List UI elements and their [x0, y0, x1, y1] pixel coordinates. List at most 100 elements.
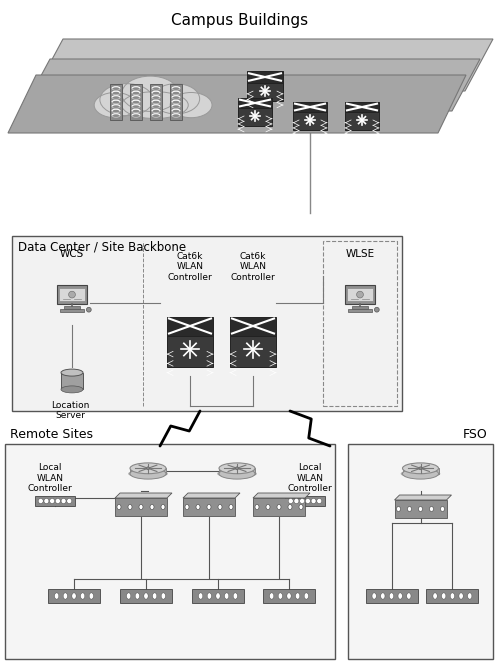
Bar: [60, 309, 84, 312]
Ellipse shape: [89, 593, 94, 599]
Polygon shape: [253, 493, 310, 498]
Ellipse shape: [130, 468, 166, 479]
Text: Data Center / Site Backbone: Data Center / Site Backbone: [18, 240, 186, 253]
Ellipse shape: [135, 593, 140, 599]
Polygon shape: [130, 468, 166, 474]
Circle shape: [56, 499, 60, 503]
Bar: [348, 309, 372, 312]
Ellipse shape: [442, 593, 446, 599]
Ellipse shape: [408, 507, 412, 511]
Circle shape: [374, 307, 379, 312]
Ellipse shape: [139, 505, 143, 509]
Ellipse shape: [296, 593, 300, 599]
Ellipse shape: [219, 463, 255, 474]
Bar: [130, 84, 142, 120]
Circle shape: [356, 291, 364, 298]
Ellipse shape: [126, 593, 131, 599]
Text: Local
WLAN
Controller: Local WLAN Controller: [28, 463, 72, 493]
Bar: [344, 285, 376, 304]
Bar: [167, 336, 213, 366]
Circle shape: [252, 348, 254, 350]
Ellipse shape: [61, 386, 83, 393]
Text: Remote Sites: Remote Sites: [10, 428, 93, 441]
Ellipse shape: [217, 469, 257, 478]
Ellipse shape: [161, 593, 166, 599]
Circle shape: [254, 115, 256, 117]
Circle shape: [146, 467, 150, 470]
Bar: [150, 84, 162, 120]
Circle shape: [67, 499, 72, 503]
Bar: [285, 496, 325, 506]
Bar: [61, 372, 83, 389]
Bar: [348, 444, 493, 659]
Bar: [293, 112, 327, 130]
Ellipse shape: [233, 593, 237, 599]
Bar: [352, 306, 368, 309]
Ellipse shape: [270, 593, 274, 599]
Circle shape: [236, 467, 238, 470]
Ellipse shape: [287, 593, 291, 599]
Ellipse shape: [128, 469, 168, 478]
Ellipse shape: [185, 505, 189, 509]
Ellipse shape: [433, 593, 437, 599]
Ellipse shape: [170, 93, 212, 117]
Text: Location
Server: Location Server: [51, 401, 89, 421]
Bar: [110, 84, 122, 120]
Bar: [120, 589, 172, 603]
Bar: [230, 317, 276, 336]
Bar: [247, 71, 283, 83]
Ellipse shape: [450, 593, 454, 599]
Ellipse shape: [161, 505, 165, 509]
Ellipse shape: [152, 593, 157, 599]
Ellipse shape: [219, 468, 255, 479]
Ellipse shape: [304, 593, 308, 599]
Text: FSO: FSO: [463, 428, 488, 441]
Ellipse shape: [459, 593, 463, 599]
Ellipse shape: [100, 84, 153, 115]
Ellipse shape: [207, 505, 211, 509]
Circle shape: [311, 499, 316, 503]
Bar: [293, 102, 327, 112]
Bar: [230, 336, 276, 366]
Bar: [48, 589, 100, 603]
Text: WCS: WCS: [60, 249, 84, 259]
Text: Cat6k
WLAN
Controller: Cat6k WLAN Controller: [230, 252, 276, 282]
Ellipse shape: [117, 505, 121, 509]
Bar: [366, 589, 418, 603]
Circle shape: [86, 307, 91, 312]
Circle shape: [68, 291, 75, 298]
Polygon shape: [402, 468, 438, 474]
Ellipse shape: [63, 593, 68, 599]
Circle shape: [419, 467, 422, 470]
Bar: [345, 102, 379, 112]
Ellipse shape: [372, 593, 376, 599]
Ellipse shape: [229, 505, 233, 509]
Text: Cat6k
WLAN
Controller: Cat6k WLAN Controller: [168, 252, 212, 282]
Bar: [12, 236, 402, 411]
Ellipse shape: [255, 505, 259, 509]
Bar: [64, 306, 80, 309]
Text: Campus Buildings: Campus Buildings: [172, 13, 308, 28]
Ellipse shape: [380, 593, 385, 599]
Ellipse shape: [288, 505, 292, 509]
Text: WLSE: WLSE: [346, 249, 374, 259]
Ellipse shape: [144, 593, 148, 599]
Ellipse shape: [207, 593, 212, 599]
Bar: [170, 84, 182, 120]
Ellipse shape: [150, 505, 154, 509]
Ellipse shape: [299, 505, 303, 509]
Ellipse shape: [400, 469, 440, 478]
Ellipse shape: [406, 593, 411, 599]
Ellipse shape: [54, 593, 59, 599]
Bar: [345, 112, 379, 130]
Polygon shape: [22, 59, 480, 111]
Circle shape: [294, 499, 299, 503]
Circle shape: [288, 499, 293, 503]
Bar: [115, 498, 167, 516]
Bar: [238, 98, 272, 108]
Ellipse shape: [94, 93, 136, 117]
Ellipse shape: [130, 463, 166, 474]
Ellipse shape: [430, 507, 434, 511]
Circle shape: [44, 499, 49, 503]
Circle shape: [306, 499, 310, 503]
